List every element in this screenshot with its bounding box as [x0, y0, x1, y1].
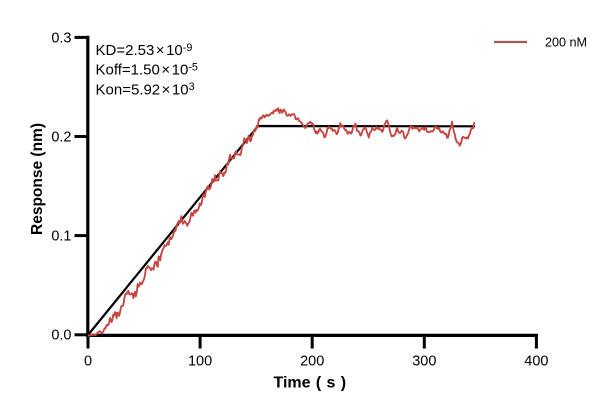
svg-text:300: 300 [412, 354, 436, 370]
svg-text:0.3: 0.3 [51, 30, 71, 46]
svg-text:KD=2.53×10-9: KD=2.53 × 10-9 [96, 42, 193, 59]
svg-text:Kon=5.92×103: Kon=5.92 × 103 [96, 81, 195, 98]
svg-text:0.2: 0.2 [51, 129, 71, 145]
svg-text:Time(s): Time(s) [274, 375, 347, 392]
svg-text:0.0: 0.0 [51, 328, 71, 344]
svg-text:100: 100 [188, 354, 212, 370]
svg-text:Response (nm): Response (nm) [29, 123, 46, 235]
svg-text:0: 0 [84, 354, 92, 370]
svg-text:Koff=1.50×10-5: Koff=1.50 × 10-5 [96, 62, 198, 79]
svg-text:400: 400 [524, 354, 548, 370]
svg-text:200: 200 [300, 354, 324, 370]
svg-text:200 nM: 200 nM [545, 35, 587, 49]
svg-text:0.1: 0.1 [51, 229, 71, 245]
